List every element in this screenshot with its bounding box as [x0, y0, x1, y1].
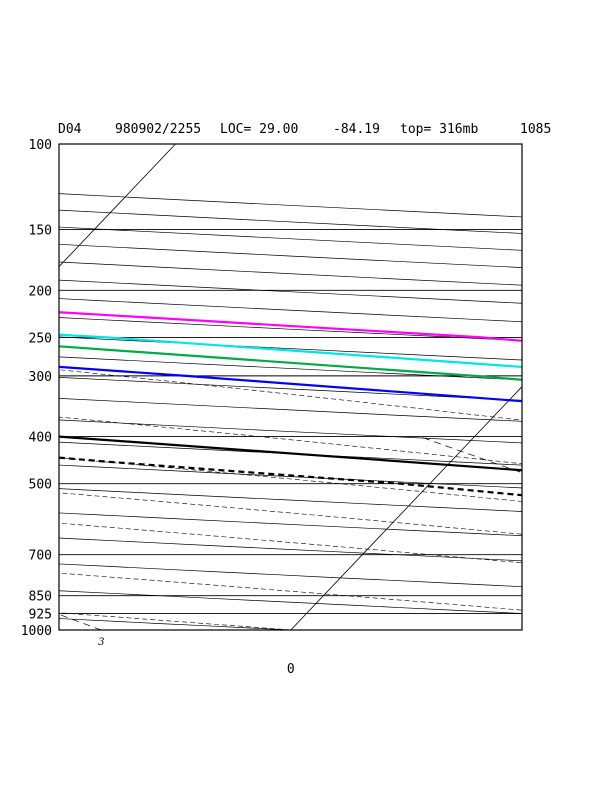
pressure-tick-label: 300 — [29, 370, 52, 385]
series-line — [59, 435, 522, 472]
pressure-tick-label: 1000 — [21, 624, 52, 639]
pressure-tick-label: 700 — [29, 549, 52, 564]
pressure-tick-label: 150 — [29, 224, 52, 239]
dry-adiabat-line — [59, 317, 522, 342]
pressure-tick-label: 925 — [29, 608, 52, 623]
pressure-tick-label: 200 — [29, 284, 52, 299]
background-lines — [59, 144, 522, 630]
header-id: 1085 — [520, 122, 551, 137]
moist-adiabat-line — [59, 492, 522, 535]
dry-adiabat-line — [59, 590, 522, 614]
plot-frame — [58, 143, 523, 631]
temperature-tick-label: 0 — [287, 662, 295, 677]
axis-labels: 1001502002503004005007008509251000-40-30… — [21, 138, 295, 677]
dry-adiabat-line — [59, 336, 522, 361]
pressure-tick-label: 100 — [29, 138, 52, 153]
dry-adiabat-line — [59, 193, 522, 218]
moist-adiabat-line — [59, 572, 522, 611]
dry-adiabat-line — [59, 488, 522, 512]
moist-adiabat-line — [59, 369, 522, 421]
pressure-tick-label: 250 — [29, 331, 52, 346]
sounding-series — [59, 311, 522, 497]
series-line — [59, 456, 522, 497]
mixing-ratio-label: 3 — [98, 637, 104, 648]
pressure-tick-label: 500 — [29, 478, 52, 493]
header-datetime: 980902/2255 — [115, 122, 201, 137]
header-longitude: -84.19 — [333, 122, 380, 137]
header-station: D04 — [58, 122, 82, 137]
pressure-tick-label: 850 — [29, 590, 52, 605]
isotherm-line — [59, 144, 176, 268]
plot-border — [58, 143, 523, 631]
header-location: LOC= 29.00 — [220, 122, 298, 137]
pressure-tick-label: 400 — [29, 431, 52, 446]
header-top: top= 316mb — [400, 122, 478, 137]
